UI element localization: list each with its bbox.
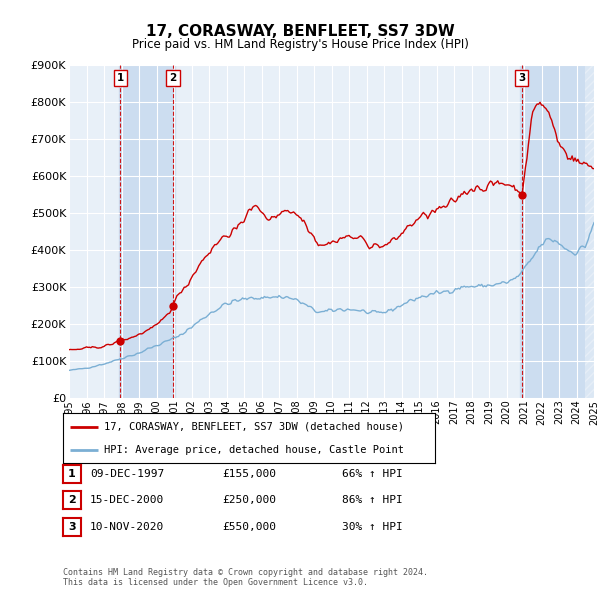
Text: 86% ↑ HPI: 86% ↑ HPI [342, 496, 403, 505]
Text: 15-DEC-2000: 15-DEC-2000 [90, 496, 164, 505]
Text: £155,000: £155,000 [222, 469, 276, 478]
Text: 30% ↑ HPI: 30% ↑ HPI [342, 522, 403, 532]
Text: £550,000: £550,000 [222, 522, 276, 532]
Bar [119, 65, 175, 398]
Text: 09-DEC-1997: 09-DEC-1997 [90, 469, 164, 478]
Bar [520, 65, 594, 398]
Text: 10-NOV-2020: 10-NOV-2020 [90, 522, 164, 532]
Text: 3: 3 [68, 522, 76, 532]
Text: 1: 1 [117, 73, 124, 83]
Text: £250,000: £250,000 [222, 496, 276, 505]
Bar [585, 65, 594, 398]
Text: 17, CORASWAY, BENFLEET, SS7 3DW (detached house): 17, CORASWAY, BENFLEET, SS7 3DW (detache… [104, 421, 404, 431]
Text: 2: 2 [68, 496, 76, 505]
Text: 17, CORASWAY, BENFLEET, SS7 3DW: 17, CORASWAY, BENFLEET, SS7 3DW [146, 24, 454, 38]
Text: HPI: Average price, detached house, Castle Point: HPI: Average price, detached house, Cast… [104, 445, 404, 455]
Text: Price paid vs. HM Land Registry's House Price Index (HPI): Price paid vs. HM Land Registry's House … [131, 38, 469, 51]
Text: 3: 3 [518, 73, 525, 83]
Text: 1: 1 [68, 469, 76, 478]
Text: Contains HM Land Registry data © Crown copyright and database right 2024.
This d: Contains HM Land Registry data © Crown c… [63, 568, 428, 587]
Text: 66% ↑ HPI: 66% ↑ HPI [342, 469, 403, 478]
Text: 2: 2 [170, 73, 177, 83]
